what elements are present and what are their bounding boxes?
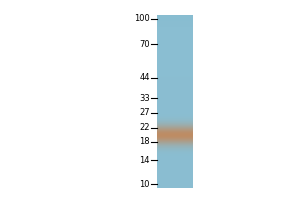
Text: 27: 27 (140, 108, 150, 117)
Text: kDa: kDa (132, 0, 150, 2)
Text: 70: 70 (140, 40, 150, 49)
Text: 10: 10 (140, 180, 150, 189)
Text: 18: 18 (140, 137, 150, 146)
Text: 33: 33 (139, 94, 150, 103)
Text: 22: 22 (140, 123, 150, 132)
Text: 44: 44 (140, 73, 150, 82)
Text: 14: 14 (140, 156, 150, 165)
Text: 100: 100 (134, 14, 150, 23)
